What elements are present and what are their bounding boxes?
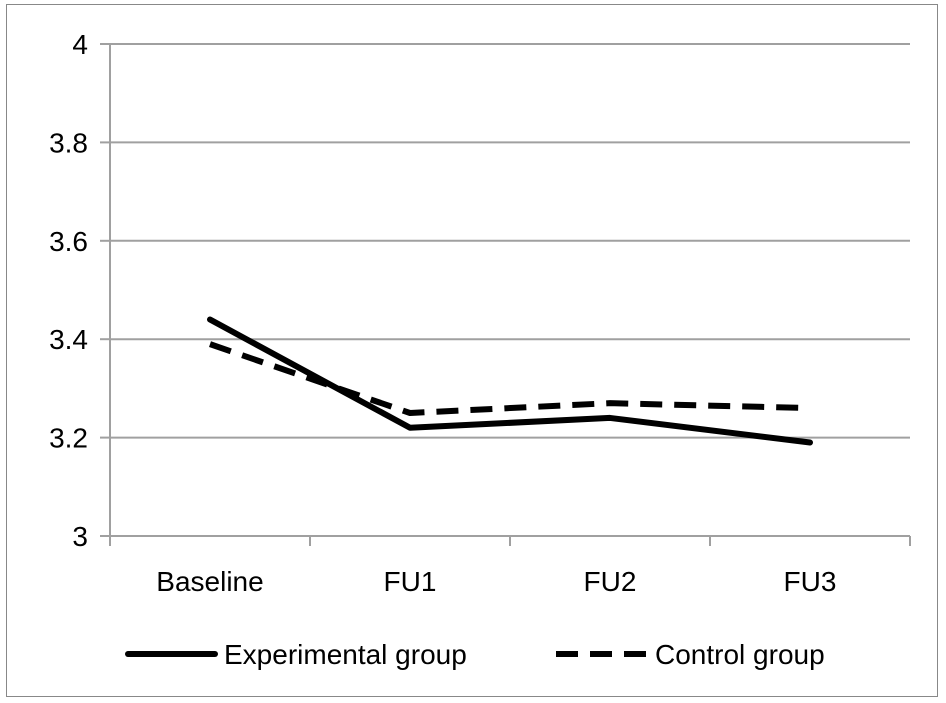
y-tick-label: 3: [72, 521, 88, 552]
legend: Experimental group Control group: [125, 639, 825, 670]
y-tick-label: 3.4: [49, 324, 88, 355]
x-tick-labels: Baseline FU1 FU2 FU3: [156, 566, 836, 597]
series-line-experimental: [207, 316, 813, 446]
gridlines: [110, 43, 910, 439]
y-tick-label: 3.2: [49, 423, 88, 454]
x-tick-label: Baseline: [156, 566, 263, 597]
y-tick-labels: 3 3.2 3.4 3.6 3.8 4: [49, 29, 88, 552]
chart-frame: [6, 4, 938, 697]
x-tick-label: FU3: [784, 566, 837, 597]
axes: [100, 43, 911, 546]
x-tick-label: FU1: [384, 566, 437, 597]
y-tick-label: 3.8: [49, 127, 88, 158]
x-tick-label: FU2: [584, 566, 637, 597]
series-lines: [207, 316, 813, 446]
y-tick-label: 4: [72, 29, 88, 60]
legend-label: Control group: [655, 639, 825, 670]
y-tick-label: 3.6: [49, 226, 88, 257]
series-line-control: [209, 341, 811, 416]
legend-label: Experimental group: [224, 639, 467, 670]
